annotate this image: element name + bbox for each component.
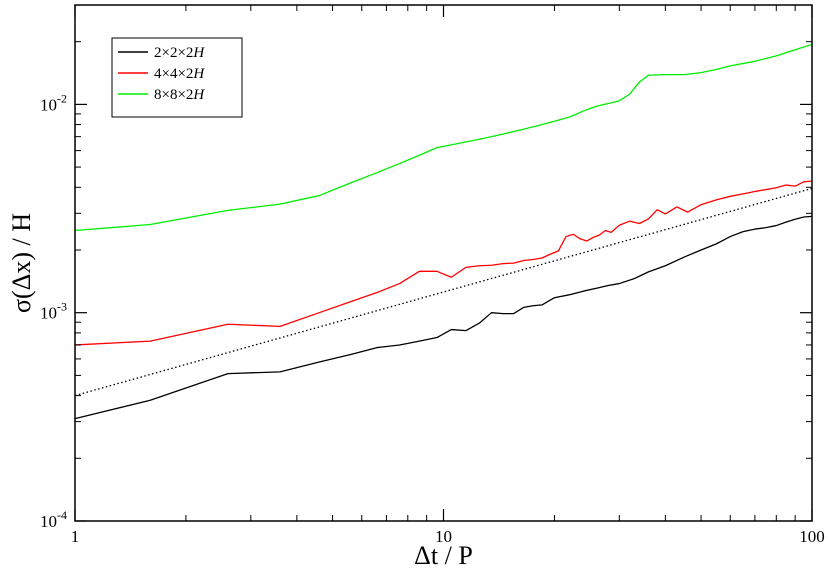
tick-layer: 1 10 100 10-4 10-3 10-2	[40, 5, 825, 546]
legend-box	[111, 37, 243, 118]
x-tick-label: 100	[799, 527, 825, 546]
data-layer	[74, 43, 813, 420]
legend-label: 2×2×2H	[154, 45, 205, 61]
x-axis-title: Δt / P	[414, 541, 473, 570]
legend-label: 8×8×2H	[154, 87, 205, 103]
y-axis-title: σ(Δx) / H	[7, 213, 36, 313]
series-line-series-3	[74, 43, 813, 232]
legend: 2×2×2H 4×4×2H 8×8×2H	[111, 37, 243, 118]
legend-label: 4×4×2H	[154, 66, 205, 82]
x-tick-label: 1	[71, 527, 80, 546]
series-line-series-2	[74, 180, 813, 346]
y-tick-label: 10-3	[40, 300, 67, 323]
x-tick-label: 10	[435, 527, 452, 546]
y-tick-label: 10-2	[40, 91, 67, 114]
series-line-reference-slope	[74, 187, 813, 397]
y-tick-label: 10-4	[40, 508, 67, 531]
series-line-series-1	[74, 215, 813, 420]
